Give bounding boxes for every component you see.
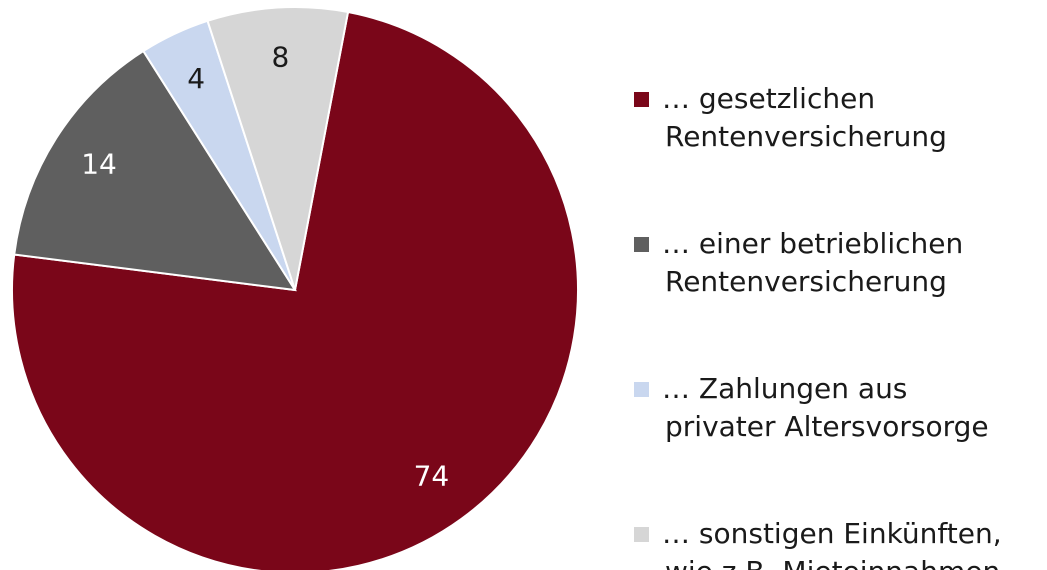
legend-line: … einer betrieblichen <box>662 227 963 260</box>
data-label: 8 <box>272 40 290 73</box>
legend-line: … sonstigen Einkünften, <box>662 517 1002 550</box>
legend-label: … sonstigen Einkünften, wie z.B. Mieteinn… <box>662 517 1002 570</box>
legend-swatch <box>634 382 649 397</box>
legend-line: … Zahlungen aus <box>662 372 907 405</box>
legend-label: … einer betrieblichen Rentenversicherung <box>662 227 963 298</box>
legend-label: … Zahlungen aus privater Altersvorsorge <box>662 372 989 443</box>
legend-line: … gesetzlichen <box>662 82 875 115</box>
data-label: 74 <box>414 460 450 493</box>
legend-line: wie z.B. Mieteinnahmen <box>665 555 1000 570</box>
legend-line: Rentenversicherung <box>665 265 947 298</box>
data-label: 14 <box>81 148 117 181</box>
data-label: 4 <box>187 62 205 95</box>
legend-swatch <box>634 237 649 252</box>
legend-label: … gesetzlichen Rentenversicherung <box>662 82 947 153</box>
pie-slice <box>206 6 350 291</box>
pie-slice <box>13 49 297 292</box>
legend-swatch <box>634 527 649 542</box>
legend-line: Rentenversicherung <box>665 120 947 153</box>
legend-line: privater Altersvorsorge <box>665 410 989 443</box>
legend-swatch <box>634 92 649 107</box>
